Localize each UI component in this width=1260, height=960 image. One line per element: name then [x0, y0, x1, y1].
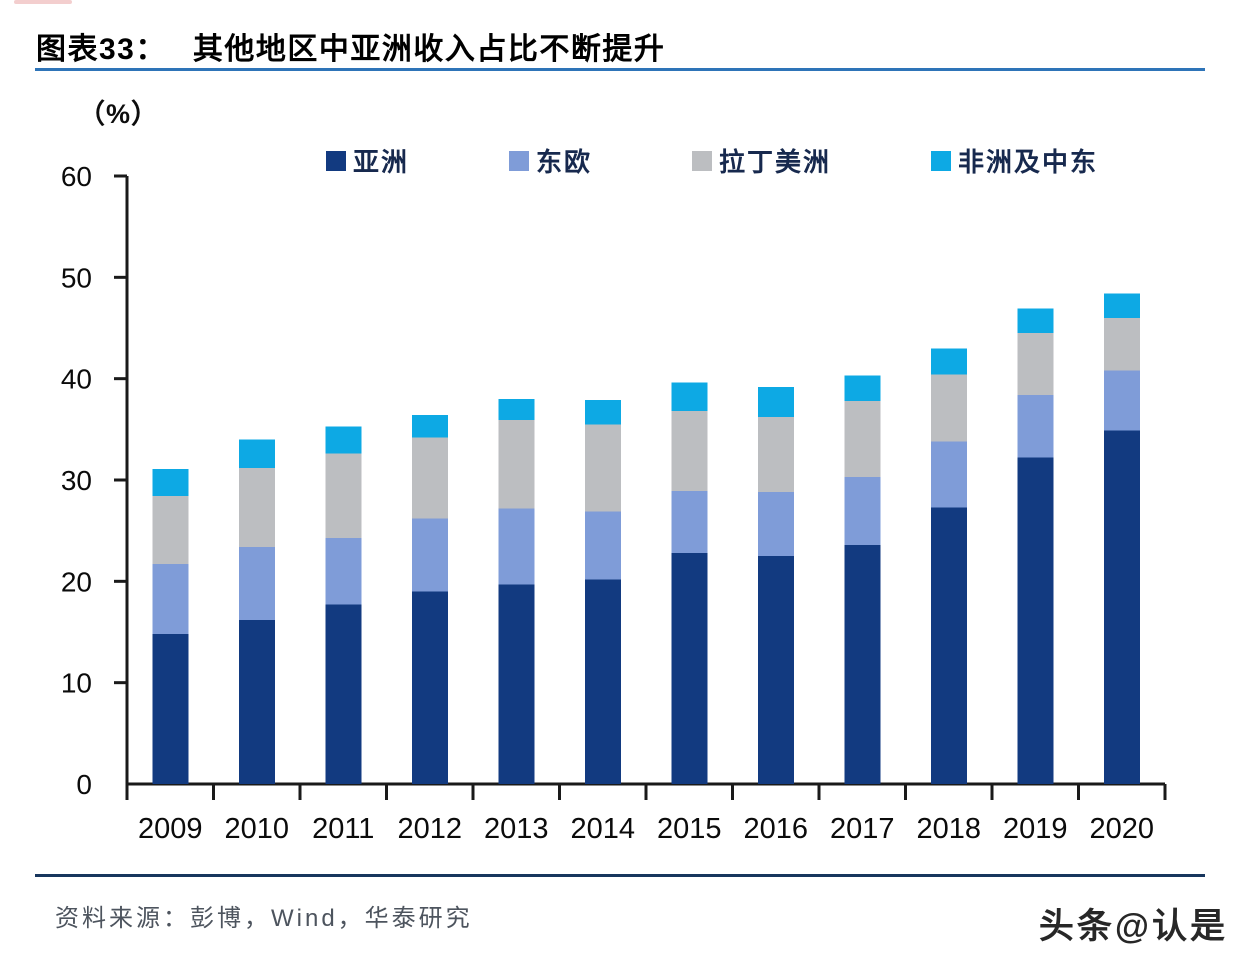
legend-label: 东欧 — [536, 147, 593, 177]
bar-segment-2012-亚洲 — [411, 591, 448, 784]
x-axis-category-label: 2018 — [916, 813, 981, 845]
x-axis-category-label: 2013 — [484, 813, 549, 845]
bar-segment-2019-拉丁美洲 — [1017, 333, 1054, 395]
bar-segment-2015-非洲及中东 — [671, 382, 708, 412]
legend: 亚洲 东欧 拉丁美洲 非洲及中东 — [326, 142, 1098, 179]
bar-segment-2012-东欧 — [411, 518, 448, 592]
bar-segment-2013-非洲及中东 — [498, 398, 535, 421]
legend-item-东欧: 东欧 — [509, 142, 592, 179]
bar-segment-2018-拉丁美洲 — [930, 374, 967, 442]
bar-segment-2013-东欧 — [498, 508, 535, 585]
bar-segment-2018-东欧 — [930, 441, 967, 508]
bar-segment-2015-亚洲 — [671, 552, 708, 784]
title-underline — [35, 68, 1205, 71]
bar-segment-2017-拉丁美洲 — [844, 400, 881, 477]
y-axis-tick-label: 30 — [61, 465, 92, 496]
x-axis-category-label: 2009 — [138, 813, 203, 845]
bar-segment-2013-亚洲 — [498, 584, 535, 784]
chart-title-text: 其他地区中亚洲收入占比不断提升 — [192, 33, 666, 66]
page-edge-artifact — [14, 0, 72, 4]
legend-swatch-icon — [326, 150, 346, 171]
bar-segment-2014-拉丁美洲 — [584, 424, 621, 512]
footer-divider — [35, 874, 1205, 877]
chart-title: 图表33： 其他地区中亚洲收入占比不断提升 — [36, 24, 665, 68]
x-axis-category-label: 2011 — [312, 813, 374, 845]
legend-item-非洲及中东: 非洲及中东 — [931, 142, 1098, 179]
legend-label: 亚洲 — [353, 147, 410, 177]
bar-segment-2019-东欧 — [1017, 394, 1054, 458]
bar-segment-2020-拉丁美洲 — [1103, 317, 1140, 371]
x-axis-category-label: 2019 — [1003, 813, 1068, 845]
bar-segment-2015-东欧 — [671, 491, 708, 553]
bar-segment-2009-非洲及中东 — [152, 468, 189, 497]
bar-segment-2020-亚洲 — [1103, 430, 1140, 784]
legend-item-亚洲: 亚洲 — [326, 142, 409, 179]
y-axis-tick-label: 10 — [61, 668, 92, 699]
bar-segment-2014-东欧 — [584, 511, 621, 580]
bar-segment-2009-拉丁美洲 — [152, 496, 189, 565]
bar-segment-2009-东欧 — [152, 564, 189, 635]
bar-segment-2011-亚洲 — [325, 604, 362, 784]
bar-segment-2018-亚洲 — [930, 507, 967, 784]
x-axis-category-label: 2014 — [570, 813, 635, 845]
bar-segment-2011-非洲及中东 — [325, 426, 362, 454]
bar-segment-2010-亚洲 — [238, 619, 275, 784]
bar-segment-2009-亚洲 — [152, 634, 189, 784]
bar-segment-2017-非洲及中东 — [844, 375, 881, 401]
y-axis-tick-label: 40 — [61, 364, 92, 395]
bar-segment-2014-亚洲 — [584, 579, 621, 784]
legend-label: 非洲及中东 — [958, 147, 1099, 177]
legend-item-拉丁美洲: 拉丁美洲 — [692, 142, 831, 179]
legend-label: 拉丁美洲 — [719, 147, 832, 177]
y-axis-tick-label: 60 — [61, 161, 92, 192]
bar-segment-2012-拉丁美洲 — [411, 437, 448, 519]
bar-segment-2020-非洲及中东 — [1103, 293, 1140, 318]
bar-segment-2016-非洲及中东 — [757, 386, 794, 418]
x-axis-category-label: 2012 — [397, 813, 462, 845]
x-axis-category-label: 2020 — [1089, 813, 1154, 845]
bar-segment-2019-亚洲 — [1017, 457, 1054, 784]
bar-segment-2020-东欧 — [1103, 370, 1140, 431]
bar-segment-2016-东欧 — [757, 492, 794, 556]
legend-swatch-icon — [931, 150, 952, 171]
bar-segment-2016-亚洲 — [757, 556, 794, 784]
legend-swatch-icon — [509, 150, 530, 171]
x-axis-category-label: 2017 — [830, 813, 895, 845]
bar-segment-2015-拉丁美洲 — [671, 411, 708, 492]
bar-segment-2010-拉丁美洲 — [238, 467, 275, 547]
bar-segment-2011-拉丁美洲 — [325, 453, 362, 538]
bar-segment-2011-东欧 — [325, 537, 362, 605]
source-attribution: 资料来源：彭博，Wind，华泰研究 — [55, 905, 473, 932]
y-axis-tick-label: 20 — [61, 566, 92, 597]
y-axis-unit-label: （%） — [78, 99, 160, 129]
chart-number-label: 图表33： — [36, 33, 167, 66]
bar-segment-2012-非洲及中东 — [411, 415, 448, 438]
bar-segment-2017-东欧 — [844, 476, 881, 545]
bar-segment-2017-亚洲 — [844, 544, 881, 784]
legend-swatch-icon — [692, 150, 713, 171]
x-axis-category-label: 2010 — [224, 813, 289, 845]
bar-segment-2019-非洲及中东 — [1017, 308, 1054, 334]
x-axis-category-label: 2016 — [743, 813, 808, 845]
watermark: 头条@认是 — [1038, 907, 1228, 946]
bar-segment-2010-东欧 — [238, 546, 275, 620]
y-axis-tick-label: 0 — [76, 769, 92, 800]
y-axis-tick-label: 50 — [61, 262, 92, 293]
bar-segment-2018-非洲及中东 — [930, 348, 967, 375]
bar-segment-2016-拉丁美洲 — [757, 417, 794, 493]
x-axis-category-label: 2015 — [657, 813, 722, 845]
bar-segment-2014-非洲及中东 — [584, 399, 621, 425]
bar-segment-2013-拉丁美洲 — [498, 420, 535, 509]
bar-segment-2010-非洲及中东 — [238, 439, 275, 468]
